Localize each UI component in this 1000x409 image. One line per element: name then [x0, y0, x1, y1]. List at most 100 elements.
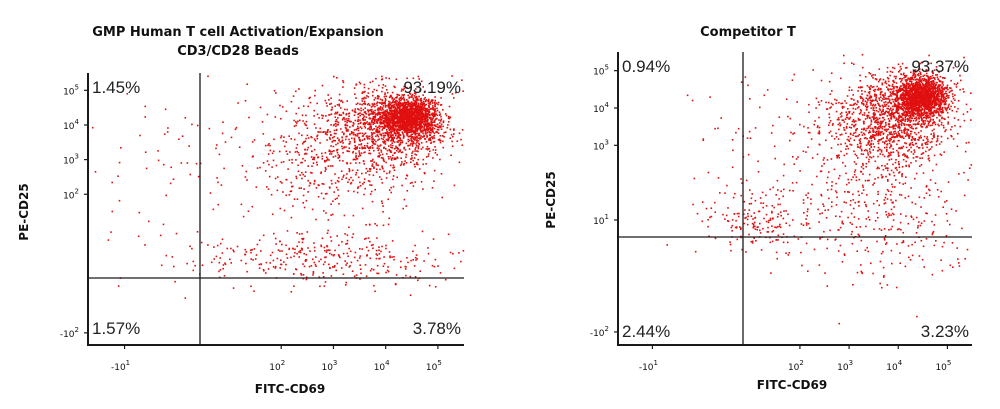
event-point	[325, 251, 328, 253]
event-point	[300, 187, 302, 189]
event-point	[265, 261, 268, 264]
event-point	[394, 283, 397, 285]
event-point	[334, 105, 336, 107]
event-point	[377, 131, 379, 134]
event-point	[355, 134, 357, 137]
event-point	[438, 119, 440, 121]
event-point	[195, 162, 198, 165]
event-point	[437, 139, 440, 141]
event-point	[188, 145, 190, 147]
event-point	[262, 133, 265, 135]
event-point	[418, 114, 421, 116]
event-point	[460, 260, 462, 263]
event-point	[422, 132, 424, 135]
event-point	[414, 150, 416, 152]
event-point	[422, 117, 424, 119]
event-point	[932, 96, 935, 99]
event-point	[388, 111, 390, 114]
event-point	[929, 110, 932, 113]
event-point	[890, 92, 892, 95]
event-point	[402, 94, 405, 97]
event-point	[267, 188, 270, 190]
event-point	[381, 107, 384, 109]
event-point	[339, 141, 342, 143]
event-point	[424, 123, 427, 125]
event-point	[410, 131, 412, 134]
event-point	[392, 99, 395, 101]
event-point	[253, 248, 256, 250]
event-point	[427, 122, 429, 124]
event-point	[326, 192, 328, 195]
event-point	[316, 135, 318, 138]
event-point	[268, 163, 270, 166]
event-point	[165, 194, 167, 197]
event-point	[433, 120, 436, 123]
event-point	[354, 251, 357, 254]
event-point	[318, 131, 320, 133]
event-point	[359, 255, 362, 257]
event-point	[456, 140, 459, 142]
event-point	[372, 244, 374, 246]
event-point	[301, 171, 303, 174]
event-point	[375, 253, 378, 255]
event-point	[406, 175, 409, 177]
event-point	[209, 192, 212, 194]
event-point	[398, 108, 401, 110]
panel-2-y-axis-label: PE-CD25	[544, 171, 558, 228]
event-point	[313, 180, 316, 183]
event-point	[940, 123, 943, 126]
event-point	[414, 120, 416, 122]
event-point	[906, 90, 908, 92]
event-point	[392, 110, 395, 113]
event-point	[318, 117, 320, 119]
event-point	[425, 99, 428, 101]
event-point	[437, 101, 440, 104]
event-point	[345, 146, 347, 148]
event-point	[220, 242, 222, 245]
event-point	[393, 114, 395, 116]
event-point	[388, 158, 390, 160]
event-point	[413, 126, 416, 129]
event-point	[368, 138, 371, 140]
event-point	[361, 103, 363, 106]
event-point	[349, 126, 351, 128]
event-point	[403, 146, 405, 149]
event-point	[393, 123, 396, 126]
event-point	[396, 120, 398, 122]
event-point	[405, 108, 408, 111]
event-point	[373, 139, 376, 141]
event-point	[385, 99, 387, 101]
event-point	[943, 103, 946, 105]
event-point	[930, 118, 932, 120]
event-point	[341, 140, 343, 143]
event-point	[902, 83, 905, 86]
event-point	[372, 142, 374, 144]
event-point	[376, 109, 379, 111]
event-point	[342, 112, 345, 115]
event-point	[302, 274, 305, 276]
event-point	[404, 123, 406, 125]
event-point	[951, 93, 954, 95]
event-point	[433, 132, 436, 135]
event-point	[372, 158, 374, 161]
event-point	[418, 95, 420, 98]
event-point	[400, 110, 403, 113]
event-point	[429, 101, 432, 104]
event-point	[422, 188, 424, 190]
event-point	[354, 108, 357, 110]
event-point	[440, 118, 443, 120]
event-point	[907, 89, 910, 92]
event-point	[401, 119, 403, 121]
event-point	[430, 117, 432, 119]
event-point	[447, 124, 449, 126]
event-point	[359, 185, 362, 187]
event-point	[430, 127, 432, 130]
event-point	[911, 91, 913, 93]
event-point	[925, 75, 928, 77]
event-point	[428, 98, 430, 101]
event-point	[389, 107, 392, 109]
event-point	[922, 87, 924, 90]
event-point	[418, 124, 421, 127]
event-point	[382, 122, 384, 124]
event-point	[329, 266, 331, 269]
